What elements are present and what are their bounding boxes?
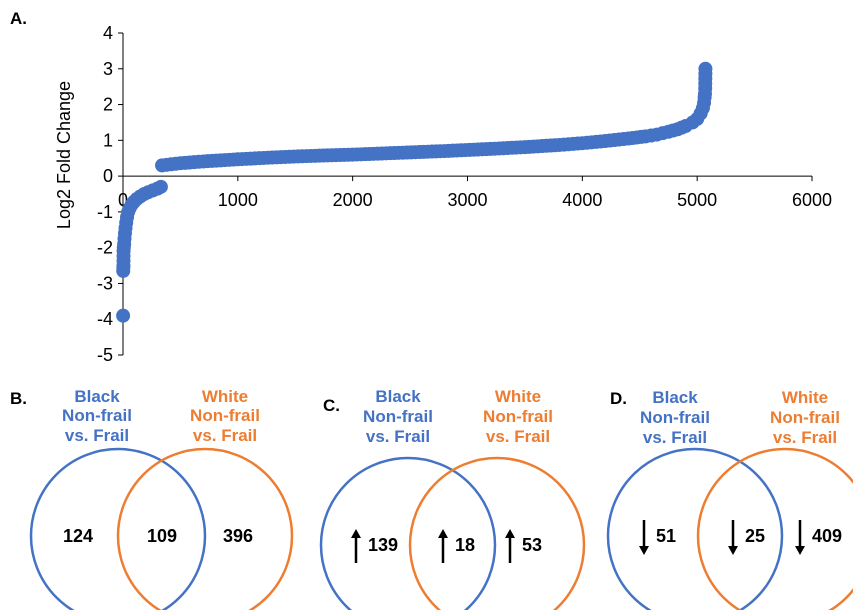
- left-circle: [319, 456, 497, 610]
- venn-count: 51: [656, 526, 676, 546]
- data-point: [698, 61, 713, 76]
- venn-count: 124: [63, 526, 93, 546]
- y-axis-label: Log2 Fold Change: [54, 81, 74, 229]
- x-tick-label: 5000: [677, 190, 717, 210]
- venn-count: 396: [223, 526, 253, 546]
- y-tick-label: 3: [103, 59, 113, 79]
- venn-count: 139: [368, 535, 398, 555]
- left-title-line: Non-frail: [640, 408, 710, 427]
- right-title-line: vs. Frail: [486, 427, 550, 446]
- venn-count: 109: [147, 526, 177, 546]
- right-title-line: White: [495, 387, 541, 406]
- x-tick-label: 3000: [447, 190, 487, 210]
- y-tick-label: -3: [97, 273, 113, 293]
- right-circle: [408, 456, 586, 610]
- left-title-line: Non-frail: [62, 406, 132, 425]
- y-tick-label: 4: [103, 23, 113, 43]
- panel-label-a: A.: [10, 9, 27, 28]
- venn-count: 25: [745, 526, 765, 546]
- x-tick-label: 1000: [218, 190, 258, 210]
- up-arrow-icon: [505, 529, 515, 538]
- venn-count: 53: [522, 535, 542, 555]
- right-title-line: Non-frail: [483, 407, 553, 426]
- left-circle: [29, 447, 207, 610]
- x-tick-label: 2000: [333, 190, 373, 210]
- left-title-line: vs. Frail: [643, 428, 707, 447]
- down-arrow-icon: [795, 546, 805, 555]
- left-title-line: vs. Frail: [366, 427, 430, 446]
- y-tick-label: -2: [97, 238, 113, 258]
- data-point: [153, 179, 168, 194]
- left-title-line: Black: [652, 388, 698, 407]
- right-title-line: Non-frail: [770, 408, 840, 427]
- y-tick-label: -1: [97, 202, 113, 222]
- left-title-line: vs. Frail: [65, 426, 129, 445]
- right-circle: [116, 447, 294, 610]
- y-tick-label: -4: [97, 309, 113, 329]
- up-arrow-icon: [438, 529, 448, 538]
- data-point: [116, 308, 131, 323]
- down-arrow-icon: [639, 546, 649, 555]
- right-title-line: White: [202, 387, 248, 406]
- right-title-line: Non-frail: [190, 406, 260, 425]
- panel-label-b: B.: [10, 389, 27, 408]
- venn-count: 409: [812, 526, 842, 546]
- panel-label-c: C.: [323, 396, 340, 415]
- left-title-line: Non-frail: [363, 407, 433, 426]
- up-arrow-icon: [351, 529, 361, 538]
- panel-label-d: D.: [610, 389, 627, 408]
- x-tick-label: 6000: [792, 190, 832, 210]
- right-title-line: vs. Frail: [193, 426, 257, 445]
- x-tick-label: 0: [118, 190, 128, 210]
- left-title-line: Black: [375, 387, 421, 406]
- y-tick-label: 0: [103, 166, 113, 186]
- y-tick-label: -5: [97, 345, 113, 365]
- y-tick-label: 1: [103, 130, 113, 150]
- left-title-line: Black: [74, 387, 120, 406]
- x-tick-label: 4000: [562, 190, 602, 210]
- right-title-line: vs. Frail: [773, 428, 837, 447]
- right-circle: [696, 447, 853, 610]
- down-arrow-icon: [728, 546, 738, 555]
- right-title-line: White: [782, 388, 828, 407]
- venn-count: 18: [455, 535, 475, 555]
- y-tick-label: 2: [103, 95, 113, 115]
- left-circle: [606, 447, 784, 610]
